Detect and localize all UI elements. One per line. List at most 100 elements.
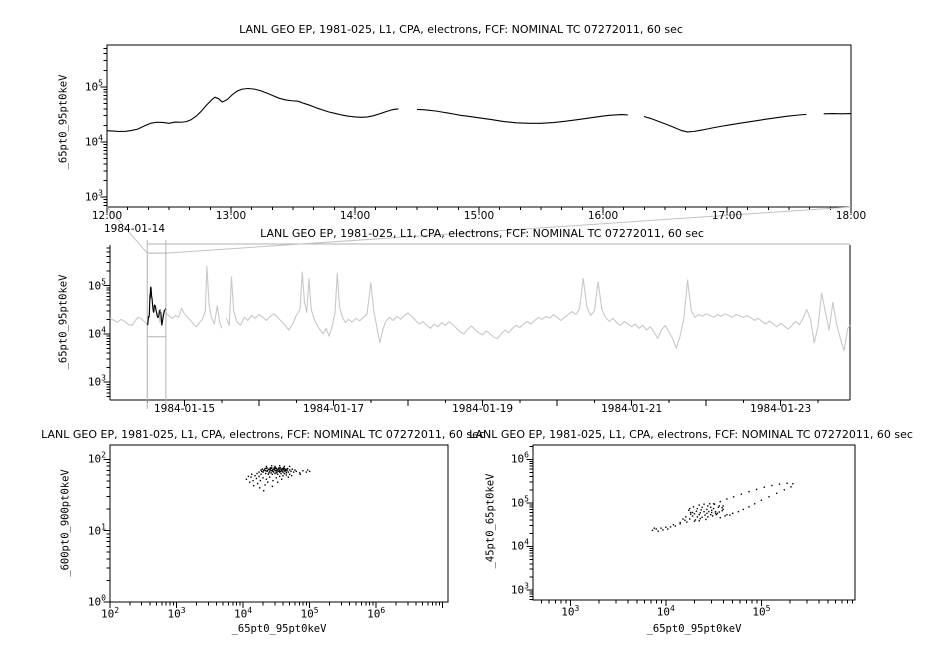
scatter-point [275,469,278,472]
scatter-point [276,473,279,475]
scatter-point [286,468,288,470]
x-tick-label: 104 [657,604,675,618]
log-exponent: 3 [574,604,580,613]
scatter-point [689,518,691,520]
panel4-x-axis-label: _65pt0_95pt0keV [646,623,742,635]
scatter-point [256,472,258,475]
scatter-point [278,469,281,472]
scatter-point [260,469,262,471]
flux-line-highlight [146,286,167,326]
scatter-point [700,509,702,511]
scatter-point [705,518,707,521]
log-exponent: 0 [101,593,106,603]
scatter-point [651,529,654,532]
panel-frame [532,444,856,601]
scatter-point [732,496,735,498]
scatter-point [660,527,662,529]
zoom-selection-box[interactable] [146,240,167,409]
scatter-point [259,487,261,489]
scatter-point [282,469,285,471]
scatter-point [763,486,765,488]
flux-line-overview [109,265,851,352]
log-base: 10 [367,607,381,621]
scatter-point [712,507,715,510]
panel1-y-axis-label: _65pt0_95pt0keV [57,74,70,170]
scatter-point [282,474,284,477]
scatter-point [278,467,280,469]
scatter-points [245,465,311,492]
scatter-point [706,508,708,511]
scatter-point [714,512,717,515]
scatter-point [273,467,276,469]
scatter-point [270,467,273,469]
x-tick-label: 13:00 [215,210,247,222]
scatter-point [277,470,280,473]
scatter-point [753,503,756,505]
log-exponent: 4 [247,606,253,615]
scatter-point [699,512,701,514]
scatter-point [790,486,792,488]
y-tick-label: 102 [88,451,106,465]
scatter-point [264,469,267,472]
scatter-point [277,467,280,470]
scatter-point [265,467,268,470]
scatter-point [245,478,248,480]
panel2-y-axis-label: _65pt0_95pt0keV [57,274,70,370]
scatter-point [707,516,709,518]
scatter-point [275,477,278,479]
log-exponent: 5 [524,494,529,504]
scatter-point [783,489,785,491]
scatter-point [274,467,276,470]
scatter-point [281,467,284,470]
scatter-point [712,503,715,505]
x-tick-label: 1984-01-19 [452,403,514,415]
scatter-point [249,481,251,483]
scatter-point [691,515,694,517]
scatter-point [665,526,667,528]
scatter-point [698,513,700,516]
scatter-point [698,520,700,522]
scatter-point [265,465,268,468]
x-tick-label: 1984-01-23 [750,403,812,415]
scatter-point [282,467,285,469]
scatter-point [698,504,700,506]
y-tick-label: 103 [88,373,106,388]
scatter-point [691,511,694,514]
scatter-point [261,470,263,473]
scatter-point [708,510,710,513]
scatter-point [768,496,770,498]
scatter-point [251,473,253,475]
scatter-point [279,467,282,469]
panel3-title: LANL GEO EP, 1981-025, L1, CPA, electron… [41,428,485,441]
x-tick-label: 16:00 [587,210,619,222]
log-base: 10 [84,190,99,204]
log-exponent: 3 [180,606,186,615]
scatter-point [284,469,287,472]
y-tick-label: 104 [88,326,106,340]
log-exponent: 3 [101,373,106,383]
scatter-point [273,469,276,471]
log-base: 10 [752,605,766,619]
scatter-point [716,512,719,515]
scatter-point [679,521,681,524]
scatter-point [255,477,258,480]
scatter-point [775,492,778,495]
scatter-point [719,517,721,519]
panel4-y-axis-label: _45pt0_65pt0keV [484,473,497,569]
scatter-point [686,521,688,523]
scatter-point [266,467,268,469]
scatter-point [268,470,271,473]
log-exponent: 2 [101,451,106,461]
x-tick-label: 17:00 [711,210,743,222]
scatter-point [742,508,744,511]
scatter-point [693,520,696,522]
scatter-point [291,468,294,470]
scatter-point [284,468,287,470]
scatter-point [740,493,742,495]
panel-frame [109,444,449,603]
panel3-x-axis-label: _65pt0_95pt0keV [231,623,327,635]
x-tick-label: 15:00 [463,210,495,222]
scatter-point [710,506,712,508]
